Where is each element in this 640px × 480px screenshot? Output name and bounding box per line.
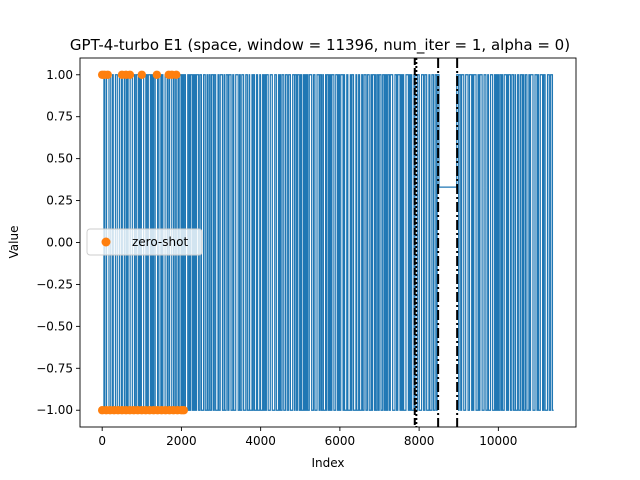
scatter-point-3 [103,70,112,79]
y-tick-label-3: 0.25 [46,194,73,208]
signal-line [102,74,554,411]
legend: zero-shot [86,228,203,256]
chart-title: GPT-4-turbo E1 (space, window = 11396, n… [70,36,570,55]
y-tick-label-0: 1.00 [46,68,73,82]
x-tick-label-10000: 10000 [479,434,517,448]
scatter-point-11 [172,70,181,79]
legend-box [86,228,203,256]
y-tick-label-2: 0.50 [46,152,73,166]
y-tick-label-7: −0.75 [36,361,73,375]
scatter-point-8 [152,70,162,79]
y-tick-label-4: 0.00 [46,236,73,250]
scatter-point-6 [125,70,135,79]
scatter-point-33 [179,406,188,415]
y-axis-label: Value [7,226,21,259]
legend-marker-zero-shot [101,237,111,247]
x-axis-ticks: 0 2000 4000 6000 8000 10000 [98,427,517,448]
x-tick-label-6000: 6000 [325,434,356,448]
x-tick-label-4000: 4000 [245,434,276,448]
scatter-series [97,70,188,415]
x-tick-label-0: 0 [98,434,106,448]
y-tick-label-8: −1.00 [36,403,73,417]
y-tick-label-1: 0.75 [46,110,73,124]
y-tick-label-5: −0.25 [36,277,73,291]
x-axis-label: Index [311,456,344,470]
y-tick-label-6: −0.50 [36,319,73,333]
y-axis-ticks: 1.00 0.75 0.50 0.25 0.00 −0.25 −0.50 −0.75 −1.00 [36,68,80,417]
legend-label-zero-shot: zero-shot [132,235,188,249]
plot-area [102,74,554,411]
vertical-lines [413,58,459,427]
x-tick-label-2000: 2000 [166,434,197,448]
x-tick-label-8000: 8000 [404,434,435,448]
scatter-point-7 [137,70,147,79]
